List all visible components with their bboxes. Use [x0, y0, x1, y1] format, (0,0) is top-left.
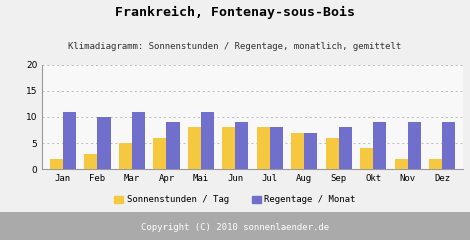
Text: Klimadiagramm: Sonnenstunden / Regentage, monatlich, gemittelt: Klimadiagramm: Sonnenstunden / Regentage… [68, 42, 402, 51]
Bar [442, 122, 455, 169]
Bar [188, 127, 201, 169]
Bar [85, 154, 97, 169]
Bar [119, 143, 132, 169]
Bar [153, 138, 166, 169]
Bar [97, 117, 110, 169]
Bar [201, 112, 214, 169]
Bar [63, 112, 76, 169]
Bar [429, 159, 442, 169]
Legend: Sonnenstunden / Tag, Regentage / Monat: Sonnenstunden / Tag, Regentage / Monat [111, 192, 359, 208]
Bar [305, 133, 317, 169]
Bar [235, 122, 249, 169]
Bar [408, 122, 421, 169]
Bar [132, 112, 145, 169]
Bar [291, 133, 305, 169]
Text: Frankreich, Fontenay-sous-Bois: Frankreich, Fontenay-sous-Bois [115, 6, 355, 19]
Bar [360, 148, 373, 169]
Bar [222, 127, 235, 169]
Text: Copyright (C) 2010 sonnenlaender.de: Copyright (C) 2010 sonnenlaender.de [141, 223, 329, 232]
Bar [373, 122, 386, 169]
Bar [339, 127, 352, 169]
Bar [326, 138, 339, 169]
Bar [270, 127, 283, 169]
Bar [257, 127, 270, 169]
Bar [395, 159, 408, 169]
Bar [166, 122, 180, 169]
Bar [50, 159, 63, 169]
